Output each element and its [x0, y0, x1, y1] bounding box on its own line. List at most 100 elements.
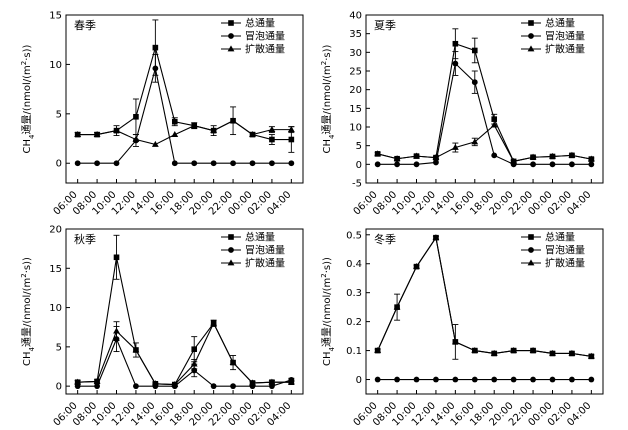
- summer-plot-frame: [365, 14, 604, 184]
- summer-legend-series2-point-0: [527, 45, 535, 52]
- spring-season-title: 春季: [74, 19, 96, 32]
- winter-legend-series0-point-0: [528, 234, 534, 240]
- summer-series1-point-1: [394, 161, 400, 168]
- winter-y-tick-label-4: 0.4: [346, 259, 362, 270]
- spring-legend-label-0: 总通量: [245, 17, 275, 30]
- spring-y-tick-label-3: 15: [49, 11, 62, 22]
- autumn-legend-series2-point-0: [227, 259, 235, 266]
- summer-series2-line: [377, 124, 592, 162]
- summer-series1-point-10: [569, 161, 575, 168]
- winter-legend-label-2: 扩散通量: [545, 257, 585, 270]
- summer-legend-label-1: 冒泡通量: [545, 30, 585, 43]
- winter-series2-point-6: [490, 349, 498, 356]
- autumn-y-tick-label-1: 5: [56, 342, 62, 353]
- spring-legend-series0-point-0: [228, 20, 234, 26]
- winter-chart-panel: 00.10.20.30.40.506:0008:0010:0012:0014:0…: [320, 228, 604, 429]
- autumn-series-2: [74, 319, 295, 387]
- spring-series1-point-10: [269, 160, 275, 167]
- spring-series2-point-0: [74, 130, 82, 137]
- winter-y-axis-label: CH4通量/(nmol/(m2·s)): [320, 257, 336, 366]
- spring-series1-point-11: [288, 160, 295, 167]
- spring-legend-label-2: 扩散通量: [245, 43, 285, 56]
- spring-series1-point-1: [94, 160, 100, 167]
- autumn-y-tick-label-0: 0: [56, 382, 62, 393]
- autumn-legend-label-2: 扩散通量: [245, 257, 285, 270]
- winter-y-tick-label-5: 0.5: [346, 230, 362, 241]
- winter-series2-point-10: [568, 349, 576, 356]
- spring-chart-panel: 05101506:0008:0010:0012:0014:0016:0018:0…: [20, 11, 304, 218]
- autumn-series1-point-10: [269, 383, 275, 390]
- autumn-series0-point-6: [191, 346, 198, 353]
- summer-series2-point-7: [510, 157, 518, 164]
- summer-series1-line: [377, 62, 592, 165]
- winter-series1-point-1: [394, 376, 400, 383]
- winter-series1-point-2: [413, 376, 420, 383]
- winter-season-title: 冬季: [374, 232, 396, 246]
- summer-series2-point-4: [451, 143, 459, 150]
- summer-y-tick-label-8: 35: [349, 29, 362, 40]
- winter-series2-point-9: [549, 349, 556, 356]
- autumn-series2-point-6: [190, 360, 198, 367]
- autumn-series1-point-0: [74, 383, 81, 390]
- autumn-legend-series1-point-0: [228, 247, 234, 253]
- winter-series-1: [374, 376, 595, 383]
- spring-series1-point-0: [74, 160, 81, 167]
- summer-series1-point-5: [471, 79, 478, 86]
- summer-y-tick-label-6: 25: [349, 67, 362, 78]
- spring-y-tick-label-2: 10: [49, 60, 62, 71]
- summer-series2-point-5: [471, 138, 479, 145]
- summer-series2-point-11: [587, 155, 595, 162]
- autumn-series1-line: [77, 337, 292, 387]
- spring-series1-point-7: [210, 160, 217, 167]
- summer-y-tick-label-2: 5: [356, 141, 362, 152]
- winter-series2-point-3: [432, 234, 440, 241]
- autumn-y-axis-label: CH4通量/(nmol/(m2·s)): [20, 257, 36, 366]
- summer-series0-line: [377, 43, 592, 162]
- winter-series2-line: [377, 236, 592, 357]
- summer-series1-point-3: [433, 159, 439, 166]
- summer-series2-point-2: [413, 152, 420, 159]
- summer-series2-point-0: [374, 150, 382, 157]
- spring-plot-frame: [65, 14, 304, 184]
- spring-series2-point-6: [190, 122, 198, 129]
- autumn-series2-point-5: [171, 380, 179, 387]
- spring-series2-point-8: [229, 117, 237, 124]
- autumn-series2-point-9: [249, 379, 256, 386]
- winter-series1-point-7: [510, 376, 517, 383]
- winter-legend-series1-point-0: [528, 247, 534, 253]
- autumn-series2-point-2: [113, 327, 120, 334]
- spring-legend-series1-point-0: [228, 33, 234, 39]
- autumn-legend-series0-point-0: [228, 234, 234, 240]
- winter-series1-point-0: [374, 376, 381, 383]
- autumn-chart-panel: 0510152006:0008:0010:0012:0014:0016:0018…: [20, 225, 304, 429]
- winter-series1-point-9: [549, 376, 556, 383]
- winter-y-tick-label-1: 0.1: [346, 346, 362, 357]
- summer-legend-series1-point-0: [528, 33, 534, 39]
- summer-series1-point-4: [452, 60, 459, 67]
- winter-series1-point-11: [588, 376, 595, 383]
- summer-series2-point-6: [490, 121, 498, 128]
- autumn-series1-point-8: [230, 383, 236, 390]
- spring-series2-point-1: [93, 130, 101, 137]
- summer-series2-point-10: [568, 151, 576, 158]
- summer-series2-point-3: [432, 154, 440, 161]
- autumn-series2-line: [77, 322, 292, 386]
- autumn-series1-point-1: [94, 383, 100, 390]
- spring-series0-point-11: [288, 136, 295, 143]
- winter-series2-point-11: [587, 352, 595, 359]
- spring-series1-point-8: [230, 160, 236, 167]
- winter-series2-point-8: [529, 346, 537, 353]
- spring-series2-point-2: [113, 127, 120, 134]
- autumn-plot-frame: [65, 228, 304, 395]
- autumn-series2-point-3: [132, 346, 140, 353]
- summer-y-axis-label: CH4通量/(nmol/(m2·s)): [320, 44, 336, 153]
- spring-series0-point-10: [269, 136, 275, 143]
- spring-series1-point-2: [113, 160, 120, 167]
- winter-series1-point-6: [491, 376, 498, 383]
- summer-series1-point-9: [549, 161, 556, 168]
- summer-y-tick-label-3: 10: [349, 123, 362, 134]
- spring-series2-line: [77, 120, 292, 146]
